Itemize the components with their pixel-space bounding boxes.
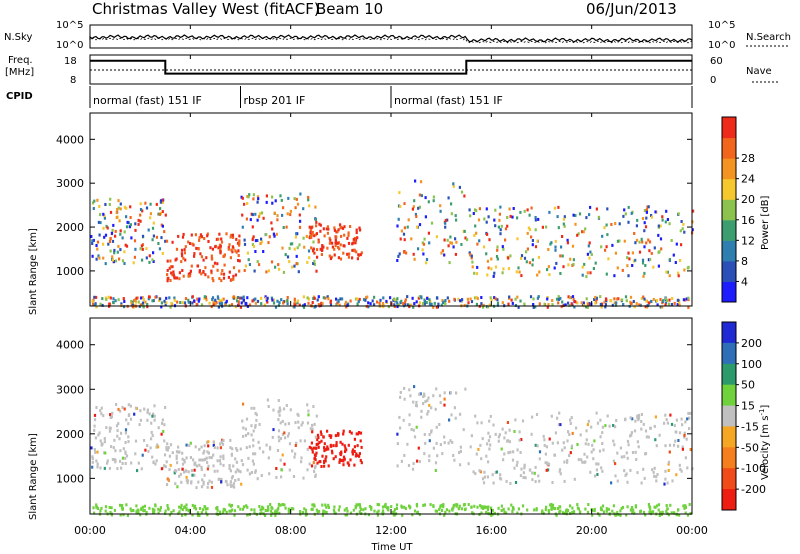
beam-title: Beam 10 — [316, 0, 383, 18]
velocity-colorbar-tick-label-6: -100 — [741, 462, 766, 475]
power-colorbar-bin-8 — [722, 117, 736, 139]
date-title: 06/Jun/2013 — [586, 0, 677, 18]
x-tick-label-5: 20:00 — [576, 524, 608, 537]
velocity-colorbar-bin-8 — [722, 489, 736, 511]
freq-trace — [90, 59, 692, 75]
x-tick-label-6: 00:00 — [676, 524, 708, 537]
station-title: Christmas Valley West (fitACF) — [92, 0, 320, 18]
velocity-colorbar-tick-label-0: 200 — [741, 337, 762, 350]
velocity-colorbar-bin-1 — [722, 342, 736, 365]
power-colorbar-bin-1 — [722, 260, 736, 282]
power-ytick-label-1: 2000 — [56, 221, 84, 234]
freq-right-tick-bottom: 0 — [710, 75, 716, 86]
power-colorbar-tick-label-2: 12 — [741, 234, 755, 247]
cpid-mode-label-2: normal (fast) 151 IF — [394, 94, 503, 107]
velocity-colorbar-tick-label-7: -200 — [741, 483, 766, 496]
x-axis-label: Time UT — [370, 542, 413, 553]
power-colorbar-tick-label-6: 28 — [741, 152, 755, 165]
noise-left-label: N.Sky — [4, 32, 32, 43]
power-panel-frame — [89, 112, 693, 307]
power-colorbar-bin-6 — [722, 158, 736, 180]
velocity-scatter — [90, 385, 694, 517]
freq-left-tick-bottom: 8 — [70, 75, 76, 86]
power-ytick-label-0: 1000 — [56, 265, 84, 278]
x-tick-label-4: 16:00 — [475, 524, 507, 537]
power-colorbar-bin-5 — [722, 178, 736, 200]
velocity-ytick-label-1: 2000 — [56, 428, 84, 441]
velocity-colorbar-bin-3 — [722, 384, 736, 407]
velocity-colorbar-tick-label-5: -50 — [741, 441, 759, 454]
noise-left-tick-bottom: 10^0 — [56, 40, 83, 51]
freq-label-line2: [MHz] — [5, 67, 34, 78]
noise-left-tick-top: 10^5 — [56, 20, 83, 31]
power-ylabel: Slant Range [km] — [28, 228, 39, 315]
noise-search-trace — [89, 37, 693, 44]
velocity-colorbar-bin-4 — [722, 405, 736, 427]
velocity-ytick-label-3: 4000 — [56, 339, 84, 352]
freq-left-tick-top: 18 — [64, 56, 77, 67]
power-colorbar-bin-4 — [722, 199, 736, 221]
velocity-colorbar-tick-label-4: -15 — [741, 420, 759, 433]
freq-label-line1: Freq. — [8, 55, 33, 66]
x-tick-label-1: 04:00 — [174, 524, 206, 537]
power-colorbar-bin-0 — [722, 281, 736, 303]
cpid-mode-label-0: normal (fast) 151 IF — [93, 94, 202, 107]
x-tick-label-0: 00:00 — [74, 524, 106, 537]
power-colorbar-tick-label-3: 16 — [741, 214, 755, 227]
velocity-ytick-label-0: 1000 — [56, 472, 84, 485]
power-colorbar-label: Power [dB] — [760, 195, 771, 250]
power-colorbar-tick-label-1: 8 — [741, 255, 748, 268]
velocity-colorbar-bin-7 — [722, 468, 736, 490]
velocity-colorbar-tick-label-2: 50 — [741, 379, 755, 392]
velocity-colorbar-tick-label-1: 100 — [741, 358, 762, 371]
noise-sky-trace — [89, 34, 693, 43]
velocity-colorbar-bin-0 — [722, 322, 736, 344]
velocity-colorbar-bin-2 — [722, 363, 736, 386]
velocity-colorbar-bin-6 — [722, 447, 736, 469]
data-layer — [89, 34, 695, 517]
power-ytick-label-2: 3000 — [56, 177, 84, 190]
cpid-label: CPID — [6, 91, 33, 102]
velocity-ylabel: Slant Range [km] — [28, 433, 39, 520]
power-colorbar-tick-label-4: 20 — [741, 193, 755, 206]
power-scatter — [90, 179, 695, 309]
power-ytick-label-3: 4000 — [56, 133, 84, 146]
velocity-panel-frame — [89, 317, 693, 515]
cpid-mode-label-1: rbsp 201 IF — [244, 94, 306, 107]
velocity-ytick-label-2: 3000 — [56, 383, 84, 396]
noise-right-tick-bottom: 10^0 — [708, 40, 735, 51]
velocity-colorbar-tick-label-3: 15 — [741, 400, 755, 413]
power-colorbar-tick-label-5: 24 — [741, 173, 755, 186]
nave-label: Nave — [746, 66, 772, 77]
noise-right-label: N.Search — [746, 32, 791, 43]
velocity-colorbar-label: Velocity [m s-1] — [758, 405, 771, 480]
x-tick-label-2: 08:00 — [275, 524, 307, 537]
power-colorbar-frame — [721, 116, 737, 303]
freq-right-tick-top: 60 — [710, 56, 723, 67]
text-layer: Christmas Valley West (fitACF) Beam 10 0… — [4, 0, 791, 553]
power-colorbar-bin-2 — [722, 240, 736, 262]
velocity-colorbar-frame — [721, 321, 737, 511]
noise-right-tick-top: 10^5 — [708, 20, 735, 31]
power-colorbar-bin-7 — [722, 137, 736, 159]
axes-layer — [89, 24, 790, 515]
velocity-colorbar-bin-5 — [722, 426, 736, 448]
power-colorbar-tick-label-0: 4 — [741, 275, 748, 288]
x-tick-label-3: 12:00 — [375, 524, 407, 537]
power-colorbar-bin-3 — [722, 219, 736, 241]
